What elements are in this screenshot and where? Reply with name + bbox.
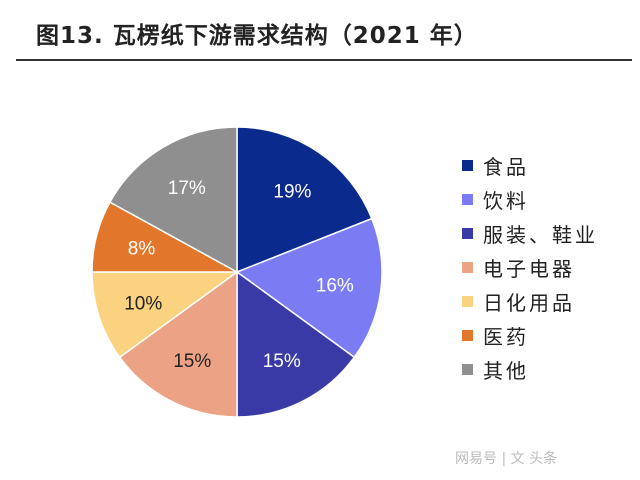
legend-swatch [462, 227, 473, 239]
legend-item: 日化用品 [462, 284, 598, 318]
pie-slice-2 [236, 270, 356, 418]
legend-swatch [462, 193, 473, 205]
legend-label: 服装、鞋业 [483, 222, 598, 247]
data-label: 17% [168, 178, 206, 199]
pie-slice-0 [236, 126, 373, 274]
legend-swatch [462, 261, 473, 273]
legend-label: 医药 [483, 324, 529, 349]
legend-label: 食品 [483, 154, 529, 179]
pie-slice-6 [108, 126, 238, 274]
chart-title: 图13. 瓦楞纸下游需求结构（2021 年） [36, 23, 478, 49]
watermark: 网易号 | 文 头条 [455, 451, 558, 467]
data-label: 15% [263, 351, 301, 372]
legend-swatch [462, 329, 473, 341]
legend-item: 饮料 [462, 182, 598, 216]
legend-label: 日化用品 [483, 290, 575, 315]
legend-label: 电子电器 [483, 256, 575, 281]
legend-item: 医药 [462, 318, 598, 352]
data-label: 19% [273, 181, 311, 202]
legend-item: 其他 [462, 352, 598, 386]
pie-slice-4 [91, 271, 240, 359]
legend-swatch [462, 159, 473, 171]
title-divider [16, 59, 632, 61]
legend-item: 食品 [462, 148, 598, 182]
data-label: 16% [316, 275, 354, 296]
pie-slice-1 [235, 217, 383, 359]
pie-slice-3 [118, 270, 238, 418]
legend-swatch [462, 295, 473, 307]
legend-item: 电子电器 [462, 250, 598, 284]
legend-label: 饮料 [483, 188, 529, 213]
legend-label: 其他 [483, 358, 529, 383]
data-label: 8% [128, 238, 156, 259]
legend: 食品饮料服装、鞋业电子电器日化用品医药其他 [462, 148, 598, 386]
legend-swatch [462, 363, 473, 375]
data-label: 15% [173, 351, 211, 372]
data-label: 10% [124, 293, 162, 314]
legend-item: 服装、鞋业 [462, 216, 598, 250]
